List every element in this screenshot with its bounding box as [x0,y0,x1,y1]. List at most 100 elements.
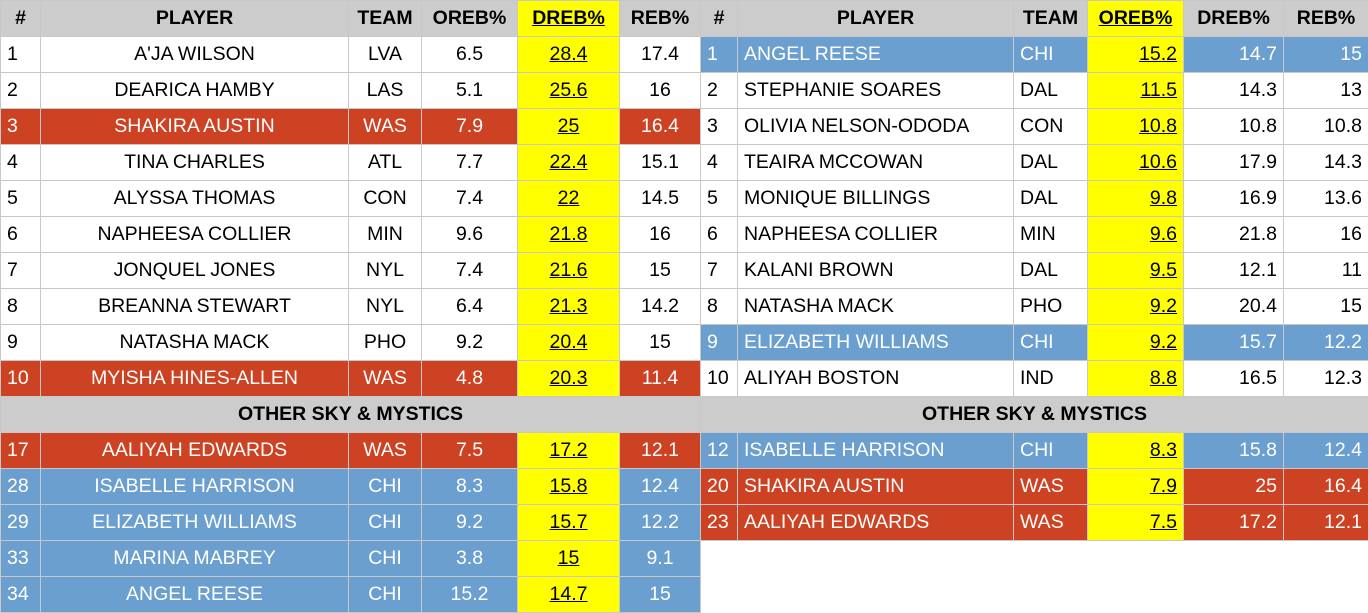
cell-reb: 14.2 [620,289,701,325]
cell-dreb: 15 [518,541,620,577]
cell-rank: 1 [701,37,738,73]
cell-player: ISABELLE HARRISON [738,433,1014,469]
cell-reb: 12.4 [620,469,701,505]
cell-player: ANGEL REESE [738,37,1014,73]
cell-rank: 10 [1,361,41,397]
cell-dreb: 15.7 [518,505,620,541]
cell-oreb: 8.3 [1088,433,1184,469]
cell-dreb: 15.7 [1184,325,1284,361]
cell-oreb: 7.4 [422,253,518,289]
section-header-row: OTHER SKY & MYSTICS [1,397,701,433]
cell-oreb: 7.7 [422,145,518,181]
cell-player: KALANI BROWN [738,253,1014,289]
cell-team: MIN [1014,217,1088,253]
cell-oreb: 9.6 [422,217,518,253]
cell-dreb: 21.8 [518,217,620,253]
cell-dreb: 16.5 [1184,361,1284,397]
cell-dreb: 16.9 [1184,181,1284,217]
cell-rank: 8 [1,289,41,325]
cell-team: CHI [1014,37,1088,73]
cell-rank: 5 [701,181,738,217]
cell-dreb: 22.4 [518,145,620,181]
cell-oreb: 15.2 [1088,37,1184,73]
cell-dreb: 22 [518,181,620,217]
section-title: OTHER SKY & MYSTICS [1,397,701,433]
cell-dreb: 25 [518,109,620,145]
cell-oreb: 7.4 [422,181,518,217]
cell-player: AALIYAH EDWARDS [41,433,349,469]
cell-oreb: 8.3 [422,469,518,505]
header-row: # PLAYER TEAM OREB% DREB% REB% [701,1,1368,37]
cell-dreb: 21.3 [518,289,620,325]
cell-oreb: 4.8 [422,361,518,397]
cell-team: NYL [349,289,422,325]
cell-team: DAL [1014,145,1088,181]
cell-dreb: 17.2 [518,433,620,469]
cell-player: NATASHA MACK [41,325,349,361]
cell-rank: 8 [701,289,738,325]
cell-reb: 9.1 [620,541,701,577]
cell-player: TINA CHARLES [41,145,349,181]
cell-dreb: 17.9 [1184,145,1284,181]
cell-dreb: 14.7 [518,577,620,613]
cell-player: A'JA WILSON [41,37,349,73]
cell-rank: 5 [1,181,41,217]
col-header-reb: REB% [1284,1,1368,37]
col-header-dreb: DREB% [518,1,620,37]
cell-reb: 15 [620,253,701,289]
col-header-team: TEAM [1014,1,1088,37]
cell-oreb: 11.5 [1088,73,1184,109]
cell-oreb: 7.5 [422,433,518,469]
cell-reb: 16.4 [1284,469,1368,505]
cell-oreb: 7.9 [1088,469,1184,505]
cell-oreb: 10.8 [1088,109,1184,145]
cell-rank: 28 [1,469,41,505]
cell-team: WAS [1014,505,1088,541]
cell-team: DAL [1014,181,1088,217]
cell-team: CON [349,181,422,217]
cell-reb: 16 [620,217,701,253]
cell-rank: 3 [701,109,738,145]
cell-reb: 15 [620,577,701,613]
cell-rank: 23 [701,505,738,541]
cell-reb: 17.4 [620,37,701,73]
cell-reb: 14.3 [1284,145,1368,181]
cell-dreb: 20.4 [518,325,620,361]
cell-dreb: 10.8 [1184,109,1284,145]
cell-team: CHI [349,469,422,505]
cell-reb: 12.1 [620,433,701,469]
cell-player: NAPHEESA COLLIER [41,217,349,253]
cell-reb: 12.1 [1284,505,1368,541]
cell-oreb: 10.6 [1088,145,1184,181]
cell-reb: 15 [1284,37,1368,73]
cell-rank: 33 [1,541,41,577]
cell-rank: 34 [1,577,41,613]
cell-rank: 17 [1,433,41,469]
cell-oreb: 3.8 [422,541,518,577]
cell-player: SHAKIRA AUSTIN [41,109,349,145]
cell-team: LAS [349,73,422,109]
cell-player: NAPHEESA COLLIER [738,217,1014,253]
cell-player: OLIVIA NELSON-ODODA [738,109,1014,145]
cell-team: DAL [1014,253,1088,289]
cell-player: BREANNA STEWART [41,289,349,325]
cell-oreb: 15.2 [422,577,518,613]
cell-player: JONQUEL JONES [41,253,349,289]
cell-team: DAL [1014,73,1088,109]
cell-oreb: 9.2 [422,325,518,361]
cell-reb: 16.4 [620,109,701,145]
cell-rank: 12 [701,433,738,469]
cell-team: CHI [1014,325,1088,361]
cell-player: SHAKIRA AUSTIN [738,469,1014,505]
